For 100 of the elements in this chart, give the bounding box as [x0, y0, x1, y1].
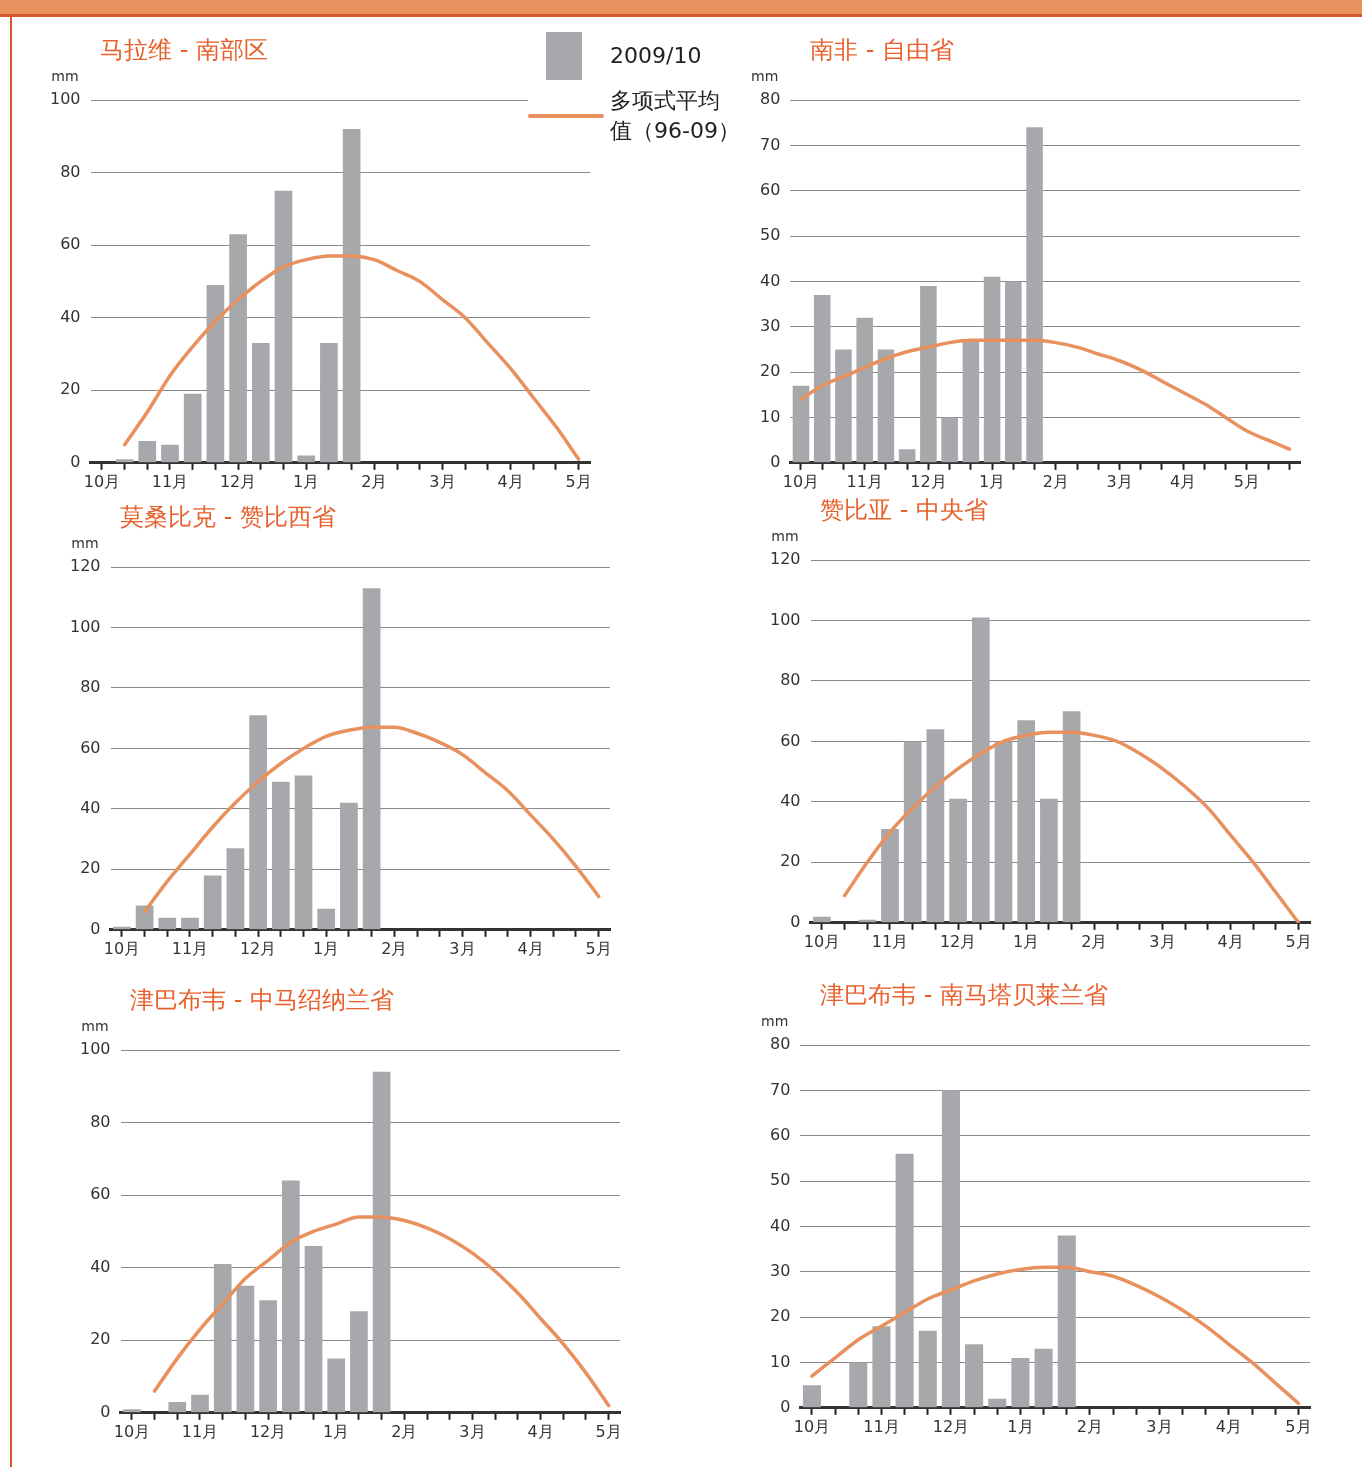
bar: [988, 1398, 1007, 1408]
y-tick-label: 60: [760, 179, 781, 199]
bar: [203, 875, 222, 930]
bar: [320, 343, 338, 463]
bar: [236, 1285, 255, 1413]
y-tick-label: 0: [770, 451, 781, 471]
bar: [138, 441, 157, 463]
y-tick-label: 10: [770, 1351, 791, 1371]
bar: [158, 917, 177, 930]
x-tick-label: 1月: [323, 1421, 350, 1441]
y-tick-label: 120: [69, 556, 101, 576]
bar: [971, 617, 990, 923]
y-tick-label: 0: [790, 911, 801, 931]
x-tick-label: 5月: [595, 1421, 622, 1441]
x-tick-label: 2月: [1042, 471, 1069, 491]
x-tick-label: 1月: [293, 471, 320, 491]
y-tick-label: 50: [760, 225, 781, 245]
y-tick-label: 0: [100, 1401, 111, 1421]
x-tick-label: 12月: [910, 471, 947, 491]
y-tick-label: 40: [780, 791, 801, 811]
x-tick-label: 11月: [863, 1416, 900, 1436]
y-tick-label: 60: [80, 737, 101, 757]
bar: [259, 1300, 277, 1413]
chart-title: 赞比亚 - 中央省: [820, 496, 988, 524]
x-tick-label: 12月: [239, 938, 277, 958]
x-tick-label: 11月: [871, 931, 909, 951]
y-tick-label: 0: [780, 1396, 791, 1416]
bar: [877, 349, 895, 463]
chart-title: 莫桑比克 - 赞比西省: [120, 503, 336, 531]
chart-title: 津巴布韦 - 中马绍纳兰省: [130, 986, 394, 1014]
bar: [1057, 1235, 1076, 1408]
x-tick-label: 1月: [313, 938, 340, 958]
bar: [271, 781, 290, 930]
bar: [856, 317, 873, 463]
x-tick-label: 2月: [391, 1421, 418, 1441]
bar: [1017, 720, 1036, 923]
line-series: [122, 254, 581, 461]
bar: [1062, 711, 1081, 923]
bar: [903, 741, 922, 923]
x-tick-label: 3月: [429, 471, 456, 491]
bar: [926, 729, 945, 923]
x-tick-label: 11月: [151, 471, 189, 491]
bar: [183, 393, 202, 463]
bar: [191, 1394, 209, 1413]
bar: [372, 1071, 391, 1413]
bar: [206, 285, 225, 463]
chart-title: 马拉维 - 南部区: [100, 36, 268, 64]
bar: [872, 1326, 891, 1408]
bar: [941, 417, 958, 463]
bar: [340, 802, 358, 930]
y-tick-label: 10: [760, 406, 781, 426]
y-tick-label: 70: [770, 1079, 791, 1099]
y-tick-label: 20: [770, 1306, 791, 1326]
bar: [1040, 798, 1058, 923]
y-tick-label: 20: [780, 851, 801, 871]
bar: [949, 798, 967, 923]
line-series: [810, 1265, 1301, 1406]
bar: [281, 1180, 300, 1413]
y-tick-label: 40: [90, 1256, 111, 1276]
x-tick-label: 11月: [171, 938, 209, 958]
x-tick-label: 3月: [1106, 471, 1133, 491]
bar: [181, 917, 199, 930]
bar: [802, 1385, 821, 1408]
x-tick-label: 4月: [527, 1421, 554, 1441]
bar: [898, 449, 916, 463]
x-tick-label: 10月: [803, 931, 841, 951]
bar: [835, 349, 852, 463]
bar: [115, 459, 134, 463]
bar: [792, 385, 810, 463]
y-tick-label: 100: [49, 89, 81, 109]
bar: [123, 1409, 141, 1413]
x-tick-label: 10月: [782, 471, 820, 491]
x-tick-label: 4月: [1217, 931, 1244, 951]
x-tick-label: 4月: [1215, 1416, 1243, 1436]
bar: [941, 1090, 960, 1408]
chart-title: 南非 - 自由省: [810, 36, 954, 64]
y-tick-label: 120: [769, 549, 801, 569]
x-tick-label: 1月: [1013, 931, 1040, 951]
y-axis-title: mm: [761, 1012, 789, 1029]
bar: [962, 340, 980, 463]
y-tick-label: 80: [760, 89, 781, 109]
y-tick-label: 100: [69, 616, 101, 636]
x-tick-label: 3月: [1146, 1416, 1173, 1436]
x-tick-label: 10月: [103, 938, 141, 958]
bar: [965, 1344, 984, 1408]
x-tick-label: 11月: [846, 471, 883, 491]
chart-title: 津巴布韦 - 南马塔贝莱兰省: [820, 981, 1108, 1009]
y-axis-title: mm: [751, 67, 779, 84]
y-tick-label: 0: [70, 451, 81, 471]
x-tick-label: 12月: [249, 1421, 287, 1441]
y-tick-label: 80: [60, 161, 81, 181]
x-tick-label: 2月: [1076, 1416, 1104, 1436]
x-tick-label: 4月: [517, 938, 544, 958]
x-tick-label: 5月: [1285, 1416, 1312, 1436]
y-axis-title: mm: [51, 67, 79, 84]
bar: [304, 1245, 323, 1413]
bar: [881, 829, 899, 923]
x-tick-label: 4月: [497, 471, 524, 491]
x-tick-label: 3月: [449, 938, 476, 958]
x-tick-label: 2月: [381, 938, 408, 958]
